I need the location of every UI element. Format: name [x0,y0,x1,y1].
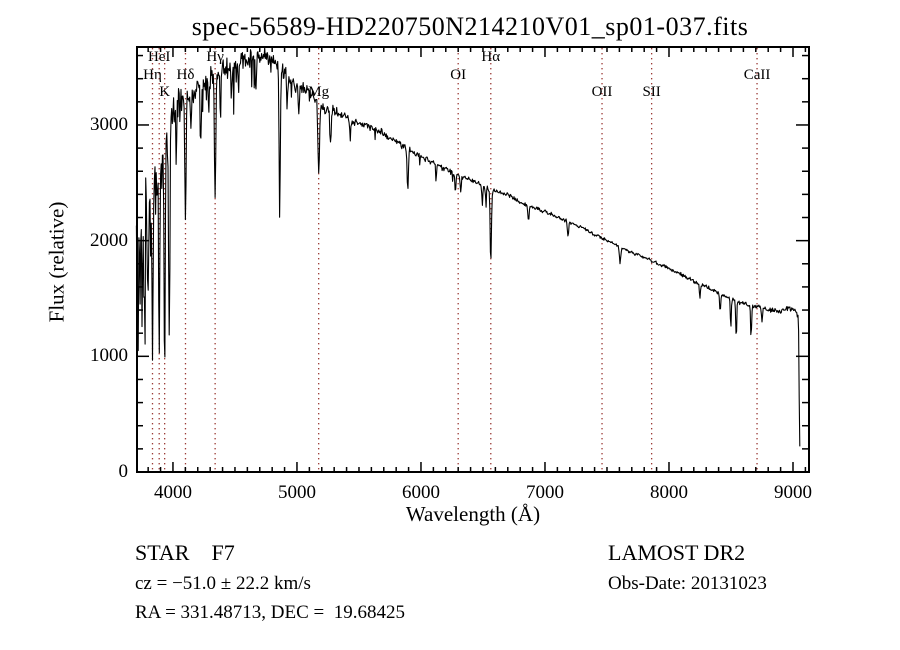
ra-dec-text: RA = 331.48713, DEC = 19.68425 [135,602,406,623]
x-axis-label: Wavelength (Å) [405,502,541,526]
survey-release-text: LAMOST DR2 [608,540,746,565]
cz-velocity-text: cz = −51.0 ± 22.2 km/s [135,573,311,594]
figure-title: spec-56589-HD220750N214210V01_sp01-037.f… [191,12,749,41]
object-class-text: STAR F7 [135,540,235,565]
obs-date-text: Obs-Date: 20131023 [608,573,767,594]
